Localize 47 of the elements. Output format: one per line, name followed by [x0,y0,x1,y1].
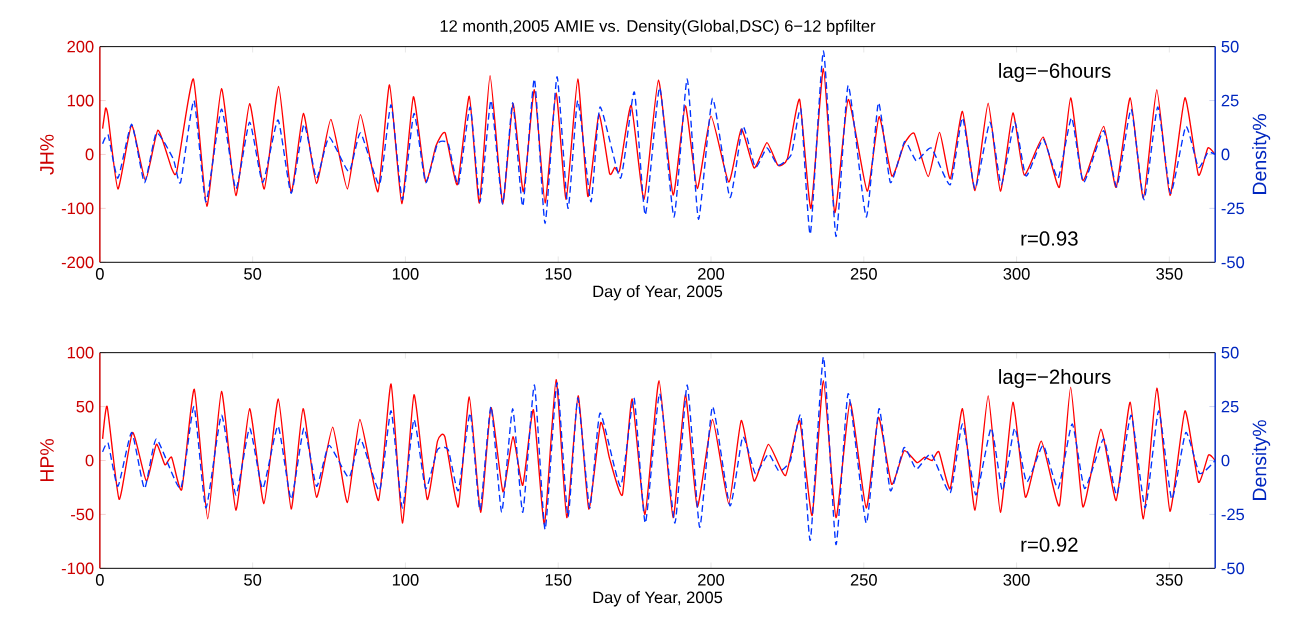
x-tick-label: 50 [244,574,262,586]
y2-tick-label: 0 [1221,454,1230,467]
x-tick-label: 250 [850,574,877,586]
y2-tick-label: 25 [1221,400,1239,413]
y-axis-title: HP% [40,439,54,482]
x-axis-title: Day of Year, 2005 [593,285,723,301]
y2-axis-title: Density% [1252,114,1271,195]
y-tick-label: -200 [61,256,94,269]
y2-tick-label: 25 [1221,94,1239,107]
y2-tick-label: -50 [1221,562,1245,575]
y2-tick-label: 0 [1221,148,1230,161]
y-tick-label: 200 [67,40,94,53]
x-tick-label: 150 [545,574,572,586]
y-tick-label: 50 [76,400,94,413]
y2-tick-label: 50 [1221,40,1239,53]
y-tick-label: 100 [67,94,94,107]
y-tick-label: 0 [85,148,94,161]
x-tick-label: 100 [392,268,419,280]
y2-tick-label: -25 [1221,202,1245,215]
y-tick-label: -100 [61,202,94,215]
annotation: r=0.93 [1021,231,1078,246]
x-tick-label: 250 [850,268,877,280]
x-tick-label: 200 [698,574,725,586]
x-tick-label: 200 [698,268,725,280]
annotation: lag=−6hours [999,63,1111,83]
y-tick-label: 100 [67,346,94,359]
y-axis-title: JH% [40,134,54,175]
y2-tick-label: 50 [1221,346,1239,359]
x-axis-title: Day of Year, 2005 [593,591,723,607]
x-tick-label: 300 [1003,268,1030,280]
y-tick-label: 0 [85,454,94,467]
x-tick-label: 50 [244,268,262,280]
y2-axis-title: Density% [1252,420,1271,501]
y2-tick-label: -25 [1221,508,1245,521]
y-tick-label: -100 [61,562,94,575]
annotation: lag=−2hours [999,369,1111,389]
x-tick-label: 0 [95,268,104,280]
x-tick-label: 0 [95,574,104,586]
y-tick-label: -50 [71,508,94,521]
y2-tick-label: -50 [1221,256,1245,269]
x-tick-label: 150 [545,268,572,280]
x-tick-label: 300 [1003,574,1030,586]
annotation: r=0.92 [1021,537,1078,552]
x-tick-label: 350 [1156,268,1183,280]
chart-title: 12 month,2005 AMIE vs. Density(Global,DSC) 6−12 bpfilter [440,19,876,36]
x-tick-label: 350 [1156,574,1183,586]
x-tick-label: 100 [392,574,419,586]
